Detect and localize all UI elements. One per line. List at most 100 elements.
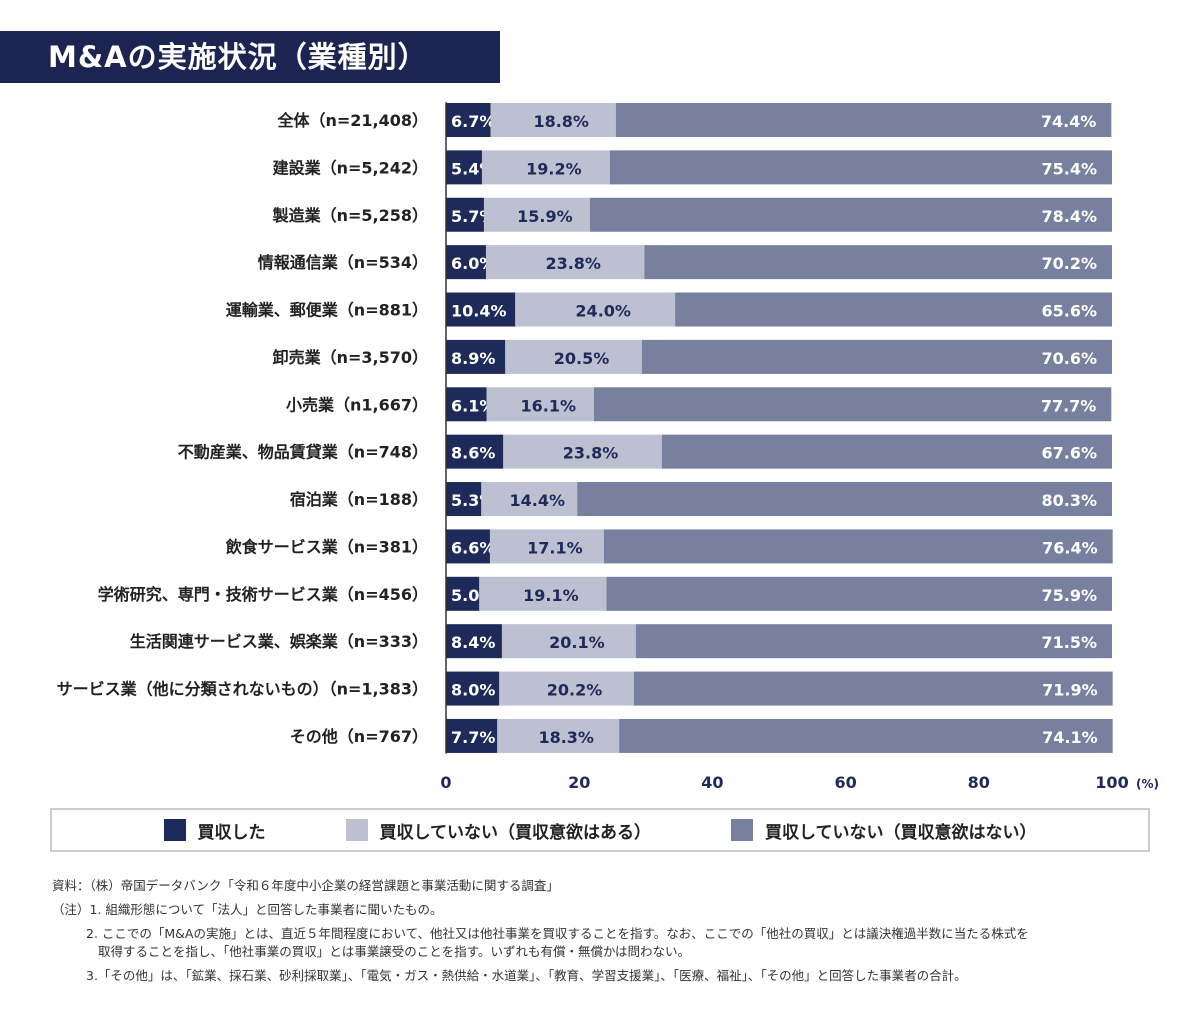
bar-segment bbox=[446, 339, 506, 374]
data-label: 23.8% bbox=[545, 254, 601, 273]
data-label: 75.9% bbox=[1041, 586, 1097, 605]
category-label: 小売業（n1,667） bbox=[286, 395, 428, 414]
data-label: 8.4% bbox=[451, 633, 495, 652]
data-label: 8.0% bbox=[451, 681, 495, 700]
x-unit-label: (%) bbox=[1136, 777, 1159, 791]
category-label: 運輸業、郵便業（n=881） bbox=[226, 301, 428, 320]
data-label: 71.5% bbox=[1041, 633, 1097, 652]
data-label: 23.8% bbox=[563, 444, 619, 463]
bar-segment bbox=[446, 387, 487, 422]
data-label: 78.4% bbox=[1041, 207, 1097, 226]
data-label: 7.7% bbox=[451, 728, 495, 747]
chart-title: M&Aの実施状況（業種別） bbox=[0, 31, 500, 83]
category-label: 全体（n=21,408） bbox=[276, 111, 428, 130]
data-label: 76.4% bbox=[1042, 538, 1098, 557]
bar-segment bbox=[446, 529, 490, 564]
category-label: 情報通信業（n=534） bbox=[258, 253, 428, 272]
bar-segment bbox=[606, 576, 1112, 611]
data-label: 24.0% bbox=[575, 302, 631, 321]
data-label: 19.2% bbox=[526, 159, 582, 178]
bar-segment bbox=[490, 103, 616, 137]
bar-segment bbox=[486, 387, 594, 422]
category-label: 学術研究、専門・技術サービス業（n=456） bbox=[98, 585, 428, 604]
x-tick-label: 0 bbox=[440, 773, 451, 792]
legend-item-willing: 買収していない（買収意欲はある） bbox=[345, 818, 652, 843]
bar-segment bbox=[577, 482, 1112, 517]
bar-segment bbox=[593, 387, 1112, 422]
bar-segment bbox=[589, 197, 1112, 232]
legend-swatch bbox=[345, 819, 368, 841]
note-2-cont: 取得することを指し、「他社事業の買収」とは事業譲受のことを指す。いずれも有償・無… bbox=[98, 944, 691, 959]
bar-segment bbox=[615, 103, 1112, 137]
bar-segment bbox=[603, 529, 1113, 564]
data-label: 15.9% bbox=[517, 207, 573, 226]
data-label: 18.8% bbox=[533, 112, 589, 131]
data-label: 17.1% bbox=[527, 538, 583, 557]
data-label: 70.2% bbox=[1041, 254, 1097, 273]
category-label: 製造業（n=5,258） bbox=[272, 206, 428, 225]
data-label: 19.1% bbox=[523, 586, 579, 605]
category-label: 建設業（n=5,242） bbox=[273, 158, 428, 177]
bar-segment bbox=[483, 197, 590, 232]
bar-segment bbox=[485, 245, 645, 280]
data-label: 6.1% bbox=[451, 396, 495, 415]
bar-segment bbox=[661, 434, 1112, 469]
legend-swatch bbox=[731, 819, 753, 841]
data-label: 20.5% bbox=[554, 349, 610, 368]
bar-segment bbox=[446, 245, 486, 280]
data-label: 75.4% bbox=[1041, 159, 1097, 178]
data-label: 77.7% bbox=[1041, 396, 1097, 415]
data-label: 8.6% bbox=[451, 444, 495, 463]
x-tick-label: 40 bbox=[701, 773, 723, 792]
data-label: 20.2% bbox=[547, 681, 603, 700]
bar-segment bbox=[446, 434, 504, 469]
note-3: 3.「その他」は、「鉱業、採石業、砂利採取業」、「電気・ガス・熱供給・水道業」、… bbox=[86, 968, 967, 983]
x-tick-label: 100 bbox=[1095, 773, 1128, 792]
bar-segment bbox=[499, 671, 634, 706]
legend-label: 買収した bbox=[197, 822, 266, 843]
bar-segment bbox=[501, 624, 636, 659]
x-tick-label: 20 bbox=[568, 773, 590, 792]
stacked-bar-chart: 全体（n=21,408） 6.7% 18.8% 74.4%建設業（n=5,242） 5.… bbox=[57, 102, 1159, 792]
legend-item-unwilling: 買収していない（買収意欲はない） bbox=[731, 818, 1037, 843]
bar-segment bbox=[481, 150, 610, 185]
bar-segment bbox=[641, 339, 1112, 374]
data-label: 80.3% bbox=[1041, 491, 1097, 510]
legend-item-bought: 買収した bbox=[163, 818, 266, 843]
data-label: 71.9% bbox=[1042, 681, 1098, 700]
bar-segment bbox=[446, 671, 500, 706]
bar-segment bbox=[675, 292, 1112, 327]
data-label: 18.3% bbox=[538, 728, 594, 747]
data-label: 6.7% bbox=[451, 112, 495, 131]
category-label: その他（n=767） bbox=[290, 727, 428, 746]
data-label: 10.4% bbox=[451, 302, 507, 321]
legend-swatch bbox=[163, 819, 186, 841]
category-label: 宿泊業（n=188） bbox=[290, 490, 428, 509]
data-label: 6.0% bbox=[451, 254, 495, 273]
bar-segment bbox=[497, 718, 620, 753]
bar-segment bbox=[446, 482, 482, 517]
category-label: 卸売業（n=3,570） bbox=[273, 348, 428, 367]
bar-segment bbox=[446, 103, 491, 137]
bar-segment bbox=[446, 624, 502, 659]
bar-segment bbox=[446, 150, 482, 185]
legend-label: 買収していない（買収意欲はある） bbox=[379, 822, 652, 843]
data-label: 74.1% bbox=[1042, 728, 1098, 747]
bar-segment bbox=[479, 576, 607, 611]
category-label: 不動産業、物品賃貸業（n=748） bbox=[178, 443, 428, 462]
bar-segment bbox=[489, 529, 604, 564]
category-label: サービス業（他に分類されないもの）（n=1,383） bbox=[57, 680, 428, 699]
bar-segment bbox=[446, 718, 498, 753]
bar-segment bbox=[515, 292, 676, 327]
bar-segment bbox=[505, 339, 642, 374]
data-label: 20.1% bbox=[549, 633, 605, 652]
data-label: 16.1% bbox=[520, 396, 576, 415]
x-tick-label: 60 bbox=[834, 773, 856, 792]
bar-segment bbox=[503, 434, 662, 469]
bar-segment bbox=[481, 482, 578, 517]
legend: 買収した 買収していない（買収意欲はある） 買収していない（買収意欲はない） bbox=[50, 808, 1150, 852]
category-label: 飲食サービス業（n=381） bbox=[225, 537, 428, 556]
data-label: 74.4% bbox=[1041, 112, 1097, 131]
data-label: 70.6% bbox=[1041, 349, 1097, 368]
legend-label: 買収していない（買収意欲はない） bbox=[765, 822, 1037, 843]
